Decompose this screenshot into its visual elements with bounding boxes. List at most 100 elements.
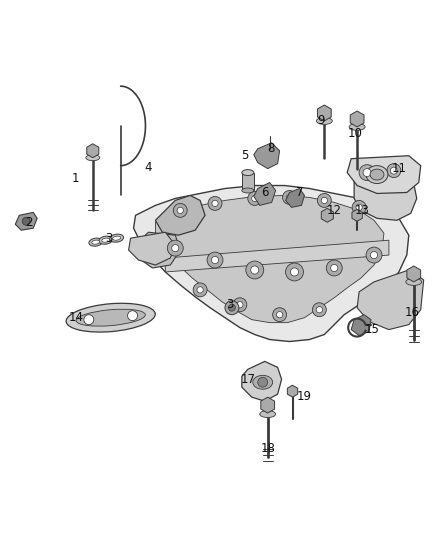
Ellipse shape xyxy=(102,238,110,242)
Text: 7: 7 xyxy=(296,186,303,199)
Polygon shape xyxy=(135,232,180,268)
Circle shape xyxy=(312,303,326,317)
Ellipse shape xyxy=(253,375,273,389)
FancyBboxPatch shape xyxy=(242,173,254,190)
Ellipse shape xyxy=(86,155,100,160)
Polygon shape xyxy=(15,212,37,230)
Text: 18: 18 xyxy=(260,442,275,455)
Text: 3: 3 xyxy=(226,298,233,311)
Circle shape xyxy=(316,306,322,313)
Text: 19: 19 xyxy=(297,390,312,402)
Circle shape xyxy=(173,204,187,217)
Circle shape xyxy=(286,263,304,281)
Circle shape xyxy=(273,308,286,321)
Circle shape xyxy=(193,283,207,297)
Circle shape xyxy=(258,377,268,387)
Circle shape xyxy=(22,217,30,225)
Circle shape xyxy=(390,167,397,174)
Ellipse shape xyxy=(113,236,120,240)
Circle shape xyxy=(252,195,258,201)
Circle shape xyxy=(212,256,219,264)
Circle shape xyxy=(359,165,375,181)
Circle shape xyxy=(283,190,297,204)
Text: 2: 2 xyxy=(25,216,33,229)
Circle shape xyxy=(229,304,235,311)
Polygon shape xyxy=(351,314,371,336)
Circle shape xyxy=(356,204,362,211)
Text: 3: 3 xyxy=(105,232,113,245)
Polygon shape xyxy=(347,156,421,193)
Polygon shape xyxy=(352,209,362,221)
Ellipse shape xyxy=(260,410,276,417)
Circle shape xyxy=(225,301,239,314)
Text: 5: 5 xyxy=(241,149,248,162)
Ellipse shape xyxy=(366,166,388,183)
Ellipse shape xyxy=(99,236,113,244)
Ellipse shape xyxy=(66,303,155,332)
Polygon shape xyxy=(287,385,298,397)
Circle shape xyxy=(318,193,331,207)
Polygon shape xyxy=(254,182,276,205)
Polygon shape xyxy=(134,185,409,342)
Ellipse shape xyxy=(242,188,254,193)
Circle shape xyxy=(248,191,262,205)
Text: 8: 8 xyxy=(267,142,274,155)
Text: 10: 10 xyxy=(348,127,363,140)
Circle shape xyxy=(207,252,223,268)
Polygon shape xyxy=(357,270,424,329)
Circle shape xyxy=(387,164,401,177)
Circle shape xyxy=(172,245,179,252)
Circle shape xyxy=(84,314,94,325)
Polygon shape xyxy=(321,208,333,222)
Circle shape xyxy=(326,260,342,276)
Ellipse shape xyxy=(92,240,100,244)
Text: 12: 12 xyxy=(327,204,342,217)
Circle shape xyxy=(167,240,183,256)
Circle shape xyxy=(286,195,293,200)
Ellipse shape xyxy=(349,124,365,131)
Circle shape xyxy=(331,264,338,272)
Polygon shape xyxy=(129,232,175,265)
Ellipse shape xyxy=(406,278,422,285)
Ellipse shape xyxy=(370,169,384,180)
Ellipse shape xyxy=(76,309,145,326)
Polygon shape xyxy=(155,196,384,322)
Polygon shape xyxy=(350,111,364,127)
Text: 6: 6 xyxy=(261,186,268,199)
Circle shape xyxy=(127,311,138,321)
Circle shape xyxy=(251,266,259,274)
Circle shape xyxy=(237,302,243,308)
Polygon shape xyxy=(165,240,389,272)
Polygon shape xyxy=(242,361,282,401)
Ellipse shape xyxy=(242,169,254,175)
Polygon shape xyxy=(254,143,279,168)
Circle shape xyxy=(212,200,218,206)
Polygon shape xyxy=(407,266,420,282)
Ellipse shape xyxy=(89,238,102,246)
Polygon shape xyxy=(155,196,205,235)
Circle shape xyxy=(352,200,366,214)
Text: 16: 16 xyxy=(404,306,419,319)
Circle shape xyxy=(290,268,299,276)
Polygon shape xyxy=(87,144,99,158)
Polygon shape xyxy=(354,175,417,220)
Circle shape xyxy=(363,168,371,176)
Text: 11: 11 xyxy=(391,162,406,175)
Text: 17: 17 xyxy=(240,373,255,386)
Polygon shape xyxy=(261,397,275,413)
Text: 9: 9 xyxy=(318,115,325,127)
Circle shape xyxy=(233,298,247,312)
Circle shape xyxy=(366,247,382,263)
Circle shape xyxy=(276,312,283,318)
Polygon shape xyxy=(286,189,304,207)
Circle shape xyxy=(197,287,203,293)
Text: 1: 1 xyxy=(72,172,80,185)
Text: 15: 15 xyxy=(364,323,379,336)
Circle shape xyxy=(246,261,264,279)
Circle shape xyxy=(371,252,378,259)
Polygon shape xyxy=(318,105,331,121)
Ellipse shape xyxy=(316,117,332,124)
Circle shape xyxy=(177,207,184,214)
Text: 4: 4 xyxy=(145,161,152,174)
Ellipse shape xyxy=(110,234,124,242)
